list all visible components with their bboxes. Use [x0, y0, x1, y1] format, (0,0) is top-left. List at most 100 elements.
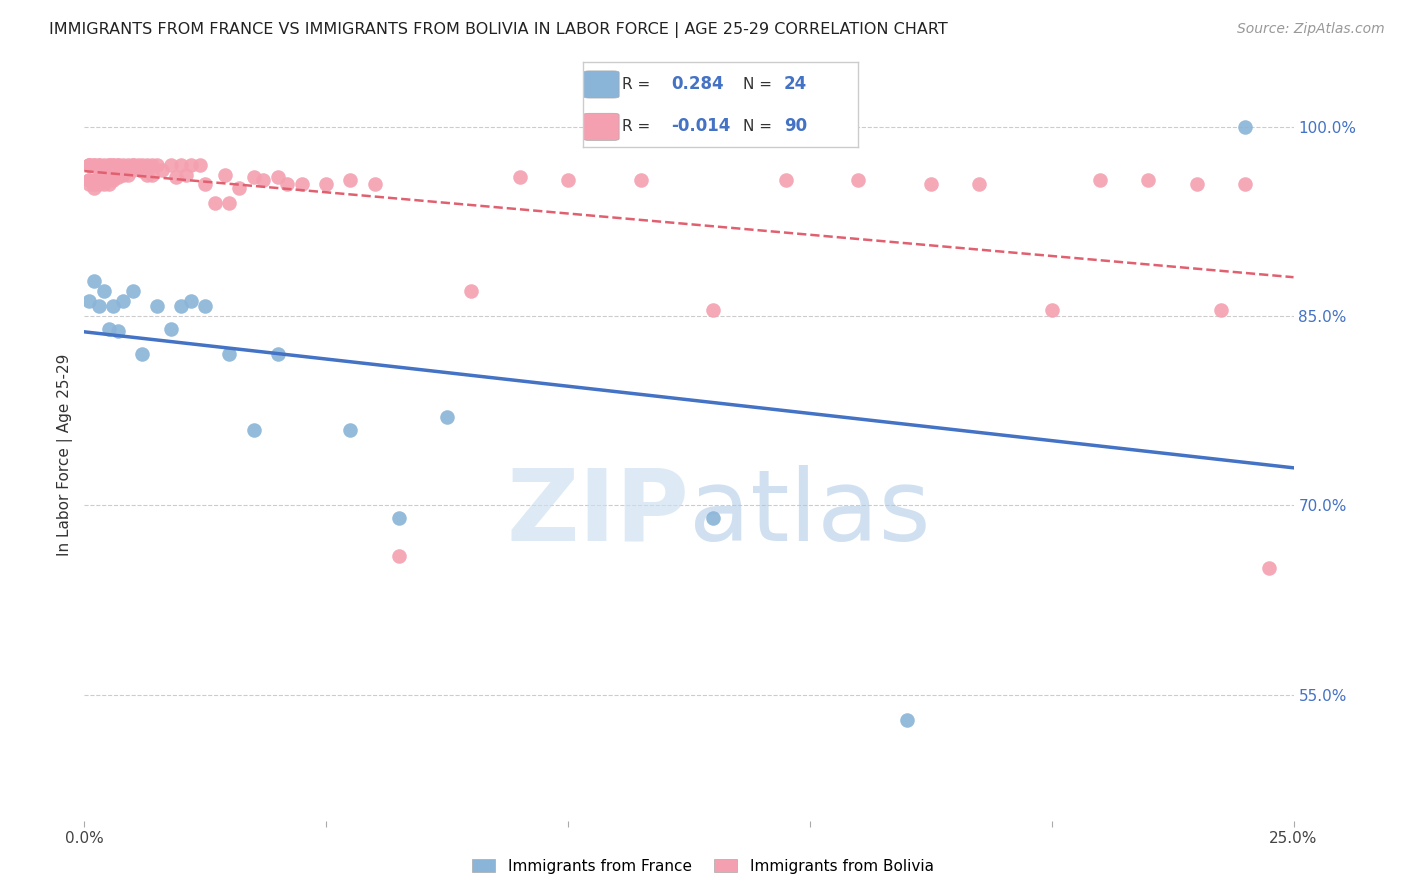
Point	[112, 294, 135, 309]
Point	[87, 177, 110, 191]
Point	[87, 161, 110, 175]
Point	[112, 158, 135, 172]
Text: Source: ZipAtlas.com: Source: ZipAtlas.com	[1237, 22, 1385, 37]
Point	[77, 173, 100, 187]
Point	[107, 170, 129, 185]
Point	[87, 158, 110, 172]
Point	[846, 173, 869, 187]
Point	[83, 158, 105, 172]
Text: R =: R =	[621, 119, 650, 134]
Point	[1137, 173, 1160, 187]
Point	[103, 158, 125, 172]
Point	[267, 170, 290, 185]
Point	[103, 158, 125, 172]
Point	[97, 177, 120, 191]
Point	[702, 302, 724, 317]
Point	[112, 168, 135, 182]
Point	[339, 173, 361, 187]
Point	[117, 168, 139, 182]
Point	[388, 549, 411, 563]
Point	[127, 161, 149, 175]
Point	[388, 511, 411, 525]
Point	[1258, 561, 1281, 575]
Point	[242, 423, 264, 437]
Text: 90: 90	[783, 118, 807, 136]
Point	[702, 511, 724, 525]
Point	[121, 162, 143, 177]
Text: 24: 24	[783, 75, 807, 93]
Point	[174, 168, 197, 182]
Point	[121, 158, 143, 172]
Point	[93, 158, 115, 172]
Text: IMMIGRANTS FROM FRANCE VS IMMIGRANTS FROM BOLIVIA IN LABOR FORCE | AGE 25-29 COR: IMMIGRANTS FROM FRANCE VS IMMIGRANTS FRO…	[49, 22, 948, 38]
Point	[107, 158, 129, 172]
Point	[83, 173, 105, 187]
Point	[1234, 177, 1257, 191]
Point	[107, 158, 129, 172]
Point	[136, 168, 159, 182]
Point	[291, 177, 314, 191]
Point	[83, 177, 105, 191]
Point	[112, 161, 135, 175]
Point	[77, 158, 100, 172]
Point	[97, 322, 120, 336]
Point	[436, 410, 458, 425]
Point	[83, 180, 105, 194]
Point	[460, 284, 482, 298]
Point	[131, 164, 153, 178]
Point	[77, 158, 100, 172]
Point	[103, 173, 125, 187]
Point	[242, 170, 264, 185]
Point	[252, 173, 274, 187]
Point	[1088, 173, 1111, 187]
Point	[97, 168, 120, 182]
Point	[1185, 177, 1208, 191]
Point	[93, 168, 115, 182]
Point	[103, 162, 125, 177]
FancyBboxPatch shape	[583, 71, 619, 98]
Point	[87, 158, 110, 172]
Point	[136, 158, 159, 172]
Point	[93, 173, 115, 187]
Point	[967, 177, 990, 191]
Point	[83, 177, 105, 191]
Point	[93, 284, 115, 298]
Point	[107, 162, 129, 177]
Text: N =: N =	[742, 119, 772, 134]
Text: -0.014: -0.014	[671, 118, 731, 136]
Point	[150, 162, 173, 177]
Point	[214, 168, 236, 182]
Point	[93, 161, 115, 175]
Point	[77, 294, 100, 309]
FancyBboxPatch shape	[583, 113, 619, 140]
Point	[339, 423, 361, 437]
Point	[315, 177, 337, 191]
Point	[276, 177, 298, 191]
Point	[160, 158, 183, 172]
Point	[87, 170, 110, 185]
Point	[121, 158, 143, 172]
Point	[165, 170, 187, 185]
Point	[170, 299, 193, 313]
Point	[180, 294, 202, 309]
Point	[190, 158, 212, 172]
Point	[77, 177, 100, 191]
Point	[218, 347, 240, 361]
Point	[194, 177, 217, 191]
Point	[127, 158, 149, 172]
Point	[218, 195, 240, 210]
Point	[1040, 302, 1063, 317]
Point	[509, 170, 531, 185]
Y-axis label: In Labor Force | Age 25-29: In Labor Force | Age 25-29	[58, 354, 73, 556]
Point	[160, 322, 183, 336]
Point	[77, 158, 100, 172]
Text: 0.284: 0.284	[671, 75, 724, 93]
Point	[77, 173, 100, 187]
Point	[170, 158, 193, 172]
Point	[87, 299, 110, 313]
Point	[131, 347, 153, 361]
Point	[775, 173, 797, 187]
Point	[228, 180, 250, 194]
Text: atlas: atlas	[689, 465, 931, 562]
Point	[1234, 120, 1257, 134]
